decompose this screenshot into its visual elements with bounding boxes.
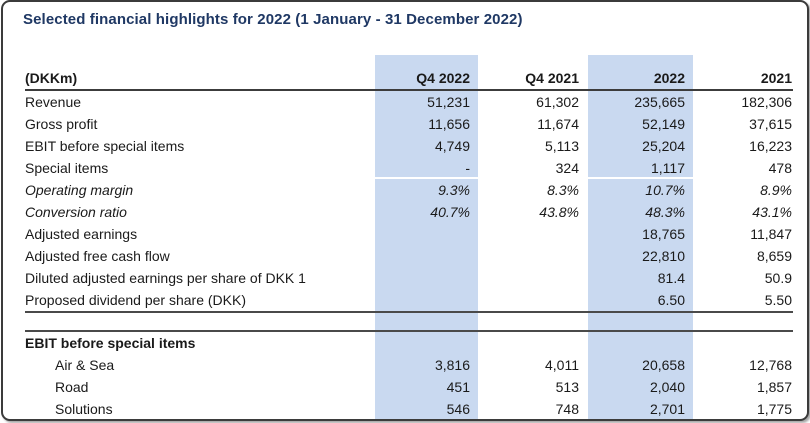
section-spacer	[25, 313, 793, 330]
cell-value: -	[465, 160, 470, 176]
cell-value: 37,615	[749, 116, 792, 132]
page-title: Selected financial highlights for 2022 (…	[23, 11, 523, 28]
cell-value: 546	[446, 401, 470, 417]
cell-value: 451	[446, 379, 470, 395]
table-row: Gross profit 11,656 11,674 52,149 37,615	[25, 113, 793, 135]
cell-value: 11,674	[537, 116, 579, 132]
table-row: Adjusted earnings 18,765 11,847	[25, 223, 793, 245]
column-header: Q4 2021	[525, 70, 579, 86]
cell-value: 43.8%	[539, 204, 579, 220]
cell-value: 513	[555, 379, 579, 395]
row-label: Conversion ratio	[25, 204, 127, 220]
cell-value: 748	[555, 401, 579, 417]
cell-value: 4,749	[434, 138, 470, 154]
row-label: Road	[55, 379, 89, 395]
section-divider-line-top	[25, 311, 793, 313]
cell-value: 51,231	[427, 94, 470, 110]
row-label: EBIT before special items	[25, 138, 185, 154]
table-row: Adjusted free cash flow 22,810 8,659	[25, 245, 793, 267]
cell-value: 16,223	[749, 138, 792, 154]
column-header: 2022	[653, 70, 685, 86]
table-row: Diluted adjusted earnings per share of D…	[25, 267, 793, 289]
cell-value	[478, 223, 588, 245]
cell-value: 61,302	[536, 94, 579, 110]
cell-value: 324	[555, 160, 579, 176]
cell-value	[375, 289, 478, 311]
cell-value: 2,701	[649, 401, 685, 417]
cell-value: 52,149	[642, 116, 685, 132]
cell-value: 2,040	[649, 379, 685, 395]
cell-value: 43.1%	[752, 204, 792, 220]
column-header: 2021	[760, 70, 792, 86]
cell-value: 22,810	[642, 248, 685, 264]
cell-value: 50.9	[764, 270, 792, 286]
cell-value	[478, 289, 588, 311]
row-label: Diluted adjusted earnings per share of D…	[25, 270, 306, 286]
row-label: Proposed dividend per share (DKK)	[25, 292, 247, 308]
table-row: Air & Sea 3,816 4,011 20,658 12,768	[25, 354, 793, 376]
row-label: Operating margin	[25, 182, 134, 198]
cell-value: 8.9%	[760, 182, 792, 198]
unit-header: (DKKm)	[25, 70, 78, 86]
cell-value: 10.7%	[645, 182, 685, 198]
table-header-row: (DKKm) Q4 2022 Q4 2021 2022 2021	[25, 55, 793, 91]
table-row: Operating margin 9.3% 8.3% 10.7% 8.9%	[25, 179, 793, 201]
cell-value: 182,306	[741, 94, 792, 110]
table-section-ebit: Air & Sea 3,816 4,011 20,658 12,768 Road 451 51…	[25, 354, 793, 419]
cell-value: 8,659	[756, 248, 792, 264]
financial-table: (DKKm) Q4 2022 Q4 2021 2022 2021 Revenue 51,…	[25, 55, 793, 419]
cell-value: 48.3%	[645, 204, 685, 220]
row-label: Air & Sea	[55, 357, 115, 373]
table-row: Solutions 546 748 2,701 1,775	[25, 398, 793, 419]
table-row: Conversion ratio 40.7% 43.8% 48.3% 43.1%	[25, 201, 793, 223]
cell-value: 25,204	[642, 138, 685, 154]
cell-value	[375, 267, 478, 289]
cell-value: 3,816	[434, 357, 470, 373]
cell-value: 12,768	[749, 357, 792, 373]
section-divider-line-bottom	[25, 330, 793, 332]
table-section-main: Revenue 51,231 61,302 235,665 182,306 Gross p…	[25, 91, 793, 311]
cell-value	[478, 245, 588, 267]
cell-value: 11,847	[750, 226, 792, 242]
cell-value: 20,658	[642, 357, 685, 373]
cell-value: 1,857	[756, 379, 792, 395]
highlight-band-q4-2022-lower	[375, 179, 478, 419]
cell-value: 18,765	[642, 226, 685, 242]
highlight-band-2022-lower	[588, 179, 693, 419]
cell-value	[375, 245, 478, 267]
row-label: Solutions	[55, 401, 113, 417]
cell-value: 9.3%	[438, 182, 470, 198]
row-label: Adjusted free cash flow	[25, 248, 170, 264]
table-row: Road 451 513 2,040 1,857	[25, 376, 793, 398]
cell-value: 5.50	[764, 292, 792, 308]
column-header: Q4 2022	[416, 70, 470, 86]
highlight-band-2022-upper	[588, 55, 693, 177]
cell-value: 6.50	[657, 292, 685, 308]
table-row: EBIT before special items 4,749 5,113 25,20…	[25, 135, 793, 157]
section-header-row: EBIT before special items	[25, 332, 793, 354]
table-row: Proposed dividend per share (DKK) 6.50 5.5…	[25, 289, 793, 311]
row-label: Adjusted earnings	[25, 226, 138, 242]
cell-value: 5,113	[545, 138, 579, 154]
cell-value: 8.3%	[547, 182, 579, 198]
cell-value: 4,011	[545, 357, 579, 373]
row-label: Gross profit	[25, 116, 98, 132]
cell-value: 235,665	[634, 94, 685, 110]
cell-value	[375, 223, 478, 245]
row-label: Revenue	[25, 94, 82, 110]
cell-value: 478	[768, 160, 792, 176]
table-row: Revenue 51,231 61,302 235,665 182,306	[25, 91, 793, 113]
section-header-label: EBIT before special items	[25, 335, 196, 351]
cell-value: 11,656	[428, 116, 470, 132]
highlight-band-q4-2022-upper	[375, 55, 478, 177]
cell-value: 1,117	[651, 160, 685, 176]
cell-value	[478, 267, 588, 289]
cell-value: 81.4	[657, 270, 685, 286]
table-row: Special items - 324 1,117 478	[25, 157, 793, 179]
cell-value: 40.7%	[430, 204, 470, 220]
row-label: Special items	[25, 160, 109, 176]
cell-value: 1,775	[756, 401, 792, 417]
